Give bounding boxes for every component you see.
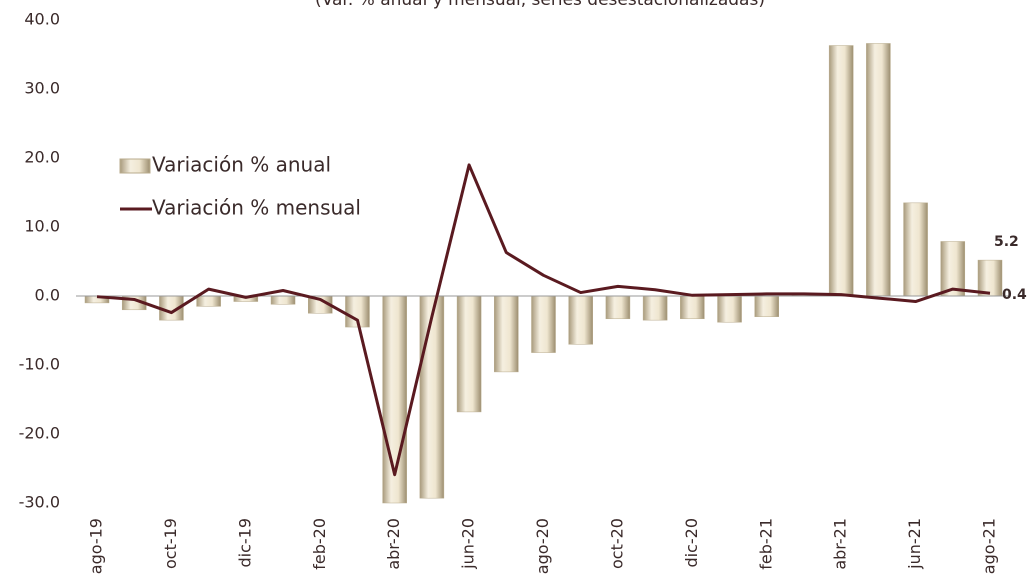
x-tick-label: oct-20 <box>607 518 626 569</box>
y-tick-label: 40.0 <box>24 10 60 29</box>
y-tick-label: 20.0 <box>24 148 60 167</box>
bar <box>568 295 593 345</box>
bar <box>494 295 519 373</box>
x-tick-label: oct-19 <box>161 518 180 569</box>
x-tick-label: dic-19 <box>235 518 254 568</box>
y-tick-label: 0.0 <box>35 286 60 305</box>
bar <box>828 45 854 297</box>
x-tick-label: jun-20 <box>459 518 478 570</box>
bar <box>754 295 779 317</box>
y-tick-label: -30.0 <box>19 493 60 512</box>
bar <box>680 295 705 320</box>
x-tick-label: feb-21 <box>756 518 775 570</box>
bar <box>642 295 668 321</box>
bar <box>196 295 221 307</box>
bar <box>717 295 742 323</box>
bar <box>605 295 631 320</box>
y-tick-label: 10.0 <box>24 217 60 236</box>
bar <box>903 202 928 297</box>
x-tick-label: abr-20 <box>384 518 403 570</box>
bar <box>940 241 966 297</box>
y-tick-label: 30.0 <box>24 79 60 98</box>
x-tick-label: dic-20 <box>682 518 701 568</box>
value-label: 5.2 <box>994 234 1019 250</box>
legend-label: Variación % anual <box>152 153 331 177</box>
bar <box>866 43 891 297</box>
bar <box>419 295 445 499</box>
legend-swatch <box>119 158 151 174</box>
bar <box>270 295 296 305</box>
bar <box>456 295 482 413</box>
x-tick-label: feb-20 <box>310 518 329 570</box>
legend-label: Variación % mensual <box>152 196 361 220</box>
x-tick-label: jun-21 <box>905 518 924 570</box>
x-tick-label: ago-19 <box>87 518 106 574</box>
x-tick-label: ago-20 <box>533 518 552 574</box>
chart-subtitle: (Var. % anual y mensual, series desestac… <box>315 0 765 10</box>
y-tick-label: -20.0 <box>19 424 60 443</box>
y-tick-label: -10.0 <box>19 355 60 374</box>
x-tick-label: abr-21 <box>831 518 850 570</box>
line <box>96 163 991 477</box>
x-tick-label: ago-21 <box>980 518 999 574</box>
value-label: 0.4 <box>1002 287 1027 303</box>
bar <box>531 295 556 353</box>
bar <box>977 259 1003 297</box>
